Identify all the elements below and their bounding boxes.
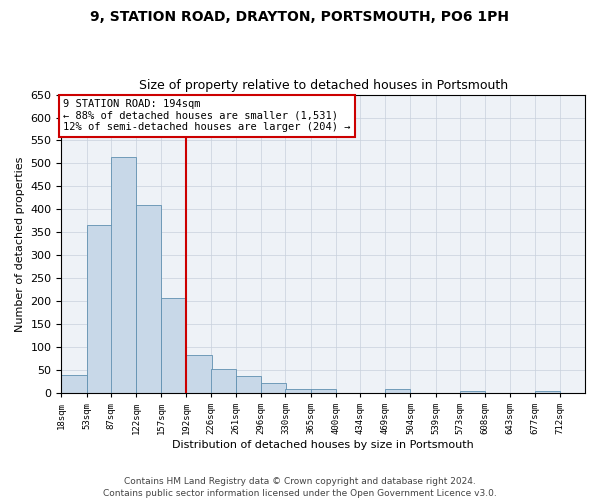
Bar bbox=[460, 392, 485, 393]
Bar bbox=[385, 390, 410, 393]
Bar bbox=[136, 205, 161, 393]
Bar bbox=[161, 298, 187, 393]
Bar bbox=[86, 226, 112, 393]
Title: Size of property relative to detached houses in Portsmouth: Size of property relative to detached ho… bbox=[139, 79, 508, 92]
Text: 9, STATION ROAD, DRAYTON, PORTSMOUTH, PO6 1PH: 9, STATION ROAD, DRAYTON, PORTSMOUTH, PO… bbox=[91, 10, 509, 24]
Bar bbox=[535, 391, 560, 393]
Bar bbox=[111, 156, 136, 393]
Bar bbox=[286, 388, 311, 393]
X-axis label: Distribution of detached houses by size in Portsmouth: Distribution of detached houses by size … bbox=[172, 440, 474, 450]
Bar bbox=[236, 376, 261, 393]
Bar bbox=[211, 369, 236, 393]
Text: Contains HM Land Registry data © Crown copyright and database right 2024.
Contai: Contains HM Land Registry data © Crown c… bbox=[103, 476, 497, 498]
Bar bbox=[187, 355, 212, 393]
Y-axis label: Number of detached properties: Number of detached properties bbox=[15, 156, 25, 332]
Bar bbox=[61, 375, 86, 393]
Text: 9 STATION ROAD: 194sqm
← 88% of detached houses are smaller (1,531)
12% of semi-: 9 STATION ROAD: 194sqm ← 88% of detached… bbox=[63, 99, 350, 132]
Bar bbox=[261, 383, 286, 393]
Bar bbox=[311, 390, 336, 393]
